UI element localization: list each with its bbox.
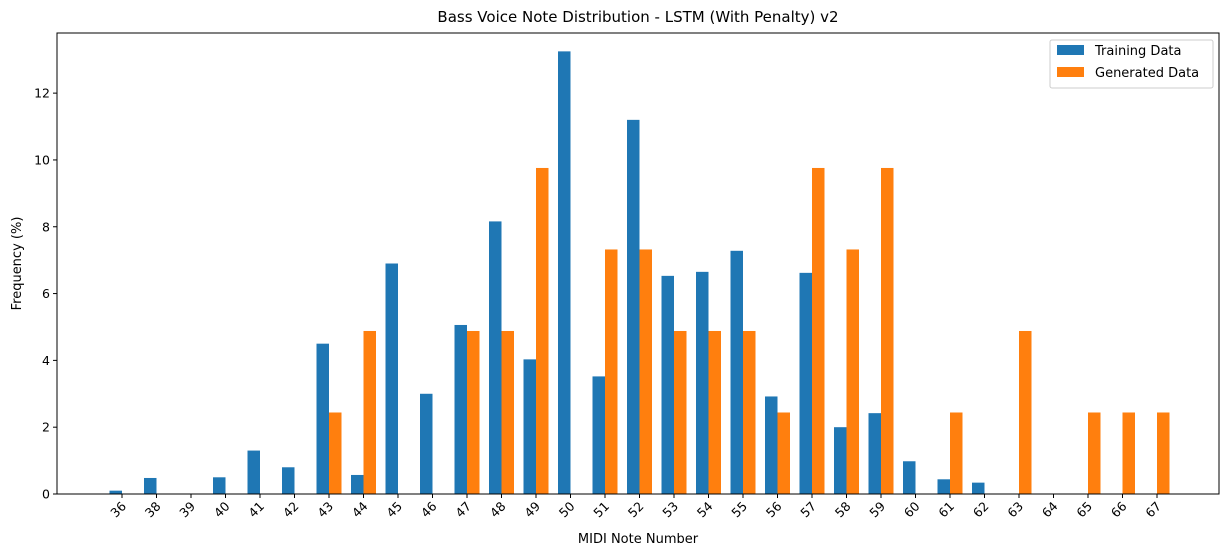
bars-layer: [109, 51, 1170, 495]
x-axis-label: MIDI Note Number: [578, 532, 699, 547]
y-tick-label: 4: [42, 353, 50, 368]
bar-training-38: [144, 477, 157, 494]
bar-generated-43: [329, 412, 342, 494]
x-tick-label: 53: [659, 499, 681, 521]
x-tick-label: 49: [521, 498, 543, 520]
x-tick-label: 39: [176, 498, 198, 520]
x-tick-label: 63: [1004, 499, 1026, 521]
bar-training-41: [247, 450, 260, 494]
x-tick-label: 54: [694, 498, 716, 520]
plot-frame: [56, 32, 1220, 495]
bar-training-60: [903, 461, 916, 494]
bar-generated-59: [881, 167, 894, 494]
legend: Training Data Generated Data: [1049, 39, 1214, 89]
x-tick-label: 36: [107, 498, 129, 520]
x-tick-label: 61: [935, 499, 957, 521]
bar-generated-61: [950, 412, 963, 494]
bar-generated-57: [812, 167, 825, 494]
bar-training-48: [489, 221, 502, 494]
bar-training-44: [351, 474, 364, 494]
legend-swatch-generated: [1057, 67, 1084, 77]
x-tick-label: 38: [142, 498, 164, 520]
x-tick-label: 67: [1142, 499, 1164, 521]
bar-training-40: [213, 477, 226, 494]
bar-training-42: [282, 467, 295, 494]
bar-training-53: [661, 275, 674, 494]
legend-box: [1049, 39, 1214, 89]
x-tick-label: 46: [418, 498, 440, 520]
x-tick-label: 47: [452, 499, 474, 521]
bar-generated-66: [1122, 412, 1135, 494]
x-tick-label: 51: [590, 499, 612, 521]
bar-training-62: [972, 482, 985, 494]
y-tick-label: 10: [34, 152, 50, 167]
bar-generated-47: [467, 330, 480, 494]
x-tick-label: 56: [763, 498, 785, 520]
x-tick-label: 42: [280, 499, 302, 521]
x-tick-label: 58: [832, 498, 854, 520]
bar-generated-54: [708, 330, 721, 494]
x-tick-label: 52: [625, 499, 647, 521]
x-tick-label: 62: [970, 499, 992, 521]
x-tick-label: 55: [728, 499, 750, 521]
bar-generated-63: [1019, 330, 1032, 494]
x-tick-label: 60: [901, 498, 923, 520]
bar-training-43: [316, 343, 329, 494]
bar-training-36: [109, 490, 122, 494]
bar-training-59: [868, 413, 881, 494]
bar-training-45: [385, 263, 398, 494]
bar-training-61: [937, 479, 950, 494]
x-tick-label: 59: [866, 498, 888, 520]
y-axis-label: Frequency (%): [10, 217, 25, 311]
x-tick-label: 44: [349, 498, 371, 520]
legend-label-generated: Generated Data: [1095, 66, 1199, 81]
x-tick-label: 45: [383, 499, 405, 521]
x-tick-label: 50: [556, 498, 578, 520]
bar-generated-55: [743, 330, 756, 494]
bar-generated-53: [674, 330, 687, 494]
y-tick-label: 12: [34, 86, 50, 101]
bar-training-55: [730, 250, 743, 494]
chart-title: Bass Voice Note Distribution - LSTM (Wit…: [437, 8, 838, 26]
bar-training-46: [420, 393, 433, 494]
bar-training-54: [696, 271, 709, 494]
bar-generated-56: [777, 412, 790, 494]
y-tick-label: 2: [42, 420, 50, 435]
legend-swatch-training: [1057, 45, 1084, 55]
x-tick-label: 48: [487, 498, 509, 520]
x-tick-label: 57: [797, 499, 819, 521]
bar-training-56: [765, 396, 778, 494]
bar-generated-58: [846, 249, 859, 494]
bar-generated-52: [639, 249, 652, 494]
bar-generated-65: [1088, 412, 1101, 494]
y-tick-label: 6: [42, 286, 50, 301]
x-tick-label: 66: [1108, 498, 1130, 520]
bar-training-49: [523, 359, 536, 494]
y-tick-label: 0: [42, 487, 50, 502]
bar-training-58: [834, 427, 847, 494]
y-axis-ticks: 0 2 4 6 8 10 12: [34, 86, 57, 502]
x-tick-label: 43: [314, 499, 336, 521]
x-tick-label: 65: [1073, 499, 1095, 521]
bar-training-52: [627, 119, 640, 495]
bar-generated-48: [501, 330, 514, 494]
x-tick-label: 64: [1039, 498, 1061, 520]
bar-training-50: [558, 51, 571, 495]
x-tick-label: 41: [245, 499, 267, 521]
bar-training-51: [592, 376, 605, 494]
bar-training-47: [454, 324, 467, 494]
bar-generated-51: [605, 249, 618, 494]
bar-generated-49: [536, 167, 549, 494]
y-tick-label: 8: [42, 219, 50, 234]
bar-training-57: [799, 272, 812, 494]
bar-generated-67: [1157, 412, 1170, 494]
x-axis-ticks: 36 38 39 40 41 42 43 44 45 46 47 48 49 50 51 52 53 54 55 56…: [107, 494, 1164, 520]
legend-label-training: Training Data: [1094, 44, 1181, 59]
bar-generated-44: [363, 330, 376, 494]
x-tick-label: 40: [211, 498, 233, 520]
